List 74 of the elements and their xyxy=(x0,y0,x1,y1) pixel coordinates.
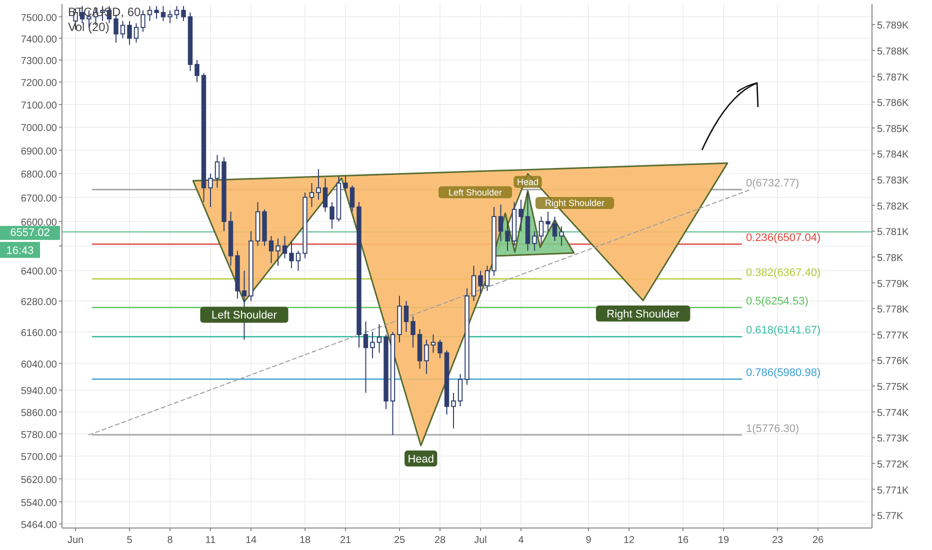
x-tick-label: 25 xyxy=(394,535,406,546)
y-tick-label: 7500.00 xyxy=(20,12,58,24)
x-tick-label: 11 xyxy=(205,535,216,546)
y-tick-label: 6400.00 xyxy=(20,266,58,278)
y2-tick-label: 5.772K xyxy=(877,459,910,470)
annotation: Right Shoulder xyxy=(606,308,680,320)
y-tick-label: 7200.00 xyxy=(20,78,58,90)
y2-tick-label: 5.784K xyxy=(877,150,910,161)
y-tick-label: 7000.00 xyxy=(20,123,58,134)
y2-tick-label: 5.783K xyxy=(877,176,910,187)
y2-tick-label: 5.786K xyxy=(877,98,910,110)
y2-tick-label: 5.787K xyxy=(877,72,910,84)
x-tick-label: 4 xyxy=(518,535,524,546)
y-tick-label: 5860.00 xyxy=(20,408,58,419)
ref-line-label: 1(5776.30) xyxy=(746,422,800,435)
y-tick-label: 5940.00 xyxy=(20,386,58,398)
x-tick-label: Jun xyxy=(67,535,84,546)
y-tick-label: 6040.00 xyxy=(20,359,58,370)
ref-line-label: 0.382(6367.40) xyxy=(746,266,821,279)
y-tick-label: 6160.00 xyxy=(20,328,58,339)
y-tick-label: 5780.00 xyxy=(20,430,58,441)
ref-line-label: 0.786(5980.98) xyxy=(746,367,821,380)
y2-tick-label: 5.779K xyxy=(877,278,910,290)
y2-tick-label: 5.77K xyxy=(877,511,904,522)
y2-tick-label: 5.782K xyxy=(877,201,910,212)
y2-tick-label: 5.785K xyxy=(877,124,910,135)
y-tick-label: 6280.00 xyxy=(20,297,58,308)
y-tick-label: 5540.00 xyxy=(20,498,58,509)
ref-line-label: 6557.02 xyxy=(10,226,50,239)
ref-line-label: 0.236(6507.04) xyxy=(746,232,821,244)
x-tick-label: 23 xyxy=(772,535,784,546)
y2-tick-label: 5.781K xyxy=(877,227,910,238)
y2-tick-label: 5.776K xyxy=(877,356,910,368)
x-tick-label: Jul xyxy=(474,535,487,546)
x-tick-label: 19 xyxy=(718,535,730,546)
x-tick-label: 21 xyxy=(340,535,352,546)
ref-line-label: 0.5(6254.53) xyxy=(746,296,808,308)
y-tick-label: 5700.00 xyxy=(20,452,58,464)
y-tick-label: 6800.00 xyxy=(20,170,58,181)
x-tick-label: 8 xyxy=(167,535,174,546)
y-tick-label: 7100.00 xyxy=(20,100,58,112)
y-tick-label: 6900.00 xyxy=(20,146,58,158)
y2-tick-label: 5.773K xyxy=(877,434,910,445)
y2-tick-label: 5.778K xyxy=(877,304,910,316)
x-tick-label: 14 xyxy=(245,535,257,546)
ref-line-label: 0(6732.77) xyxy=(746,178,800,190)
x-tick-label: 18 xyxy=(299,535,311,546)
y-tick-label: 5464.00 xyxy=(20,520,58,531)
text: 16:43 xyxy=(6,244,34,257)
y2-tick-label: 5.774K xyxy=(877,408,910,419)
y-tick-label: 6600.00 xyxy=(20,217,58,228)
x-tick-label: 26 xyxy=(812,535,824,546)
y-tick-label: 7300.00 xyxy=(20,56,58,68)
x-tick-label: 16 xyxy=(677,535,689,546)
annotation: Right Shoulder xyxy=(544,198,605,208)
y2-tick-label: 5.777K xyxy=(877,330,910,342)
annotation: Left Shoulder xyxy=(448,187,502,198)
annotation: Head xyxy=(516,177,539,188)
y-tick-label: 7400.00 xyxy=(20,34,58,46)
y2-tick-label: 5.775K xyxy=(877,382,910,394)
y2-tick-label: 5.771K xyxy=(877,485,910,496)
annotation: Left Shoulder xyxy=(212,310,278,322)
y2-tick-label: 5.78K xyxy=(877,252,904,264)
y2-tick-label: 5.789K xyxy=(877,20,910,32)
y-tick-label: 6700.00 xyxy=(20,193,58,204)
annotation: Head xyxy=(408,454,434,466)
x-tick-label: 5 xyxy=(126,535,133,546)
x-tick-label: 9 xyxy=(586,535,592,546)
ref-line-label: 0.618(6141.67) xyxy=(746,324,821,337)
y-tick-label: 5620.00 xyxy=(20,474,58,486)
x-tick-label: 28 xyxy=(434,535,446,546)
annotation: Vol (20) xyxy=(68,20,110,34)
y2-tick-label: 5.788K xyxy=(877,46,910,58)
x-tick-label: 12 xyxy=(623,535,635,546)
